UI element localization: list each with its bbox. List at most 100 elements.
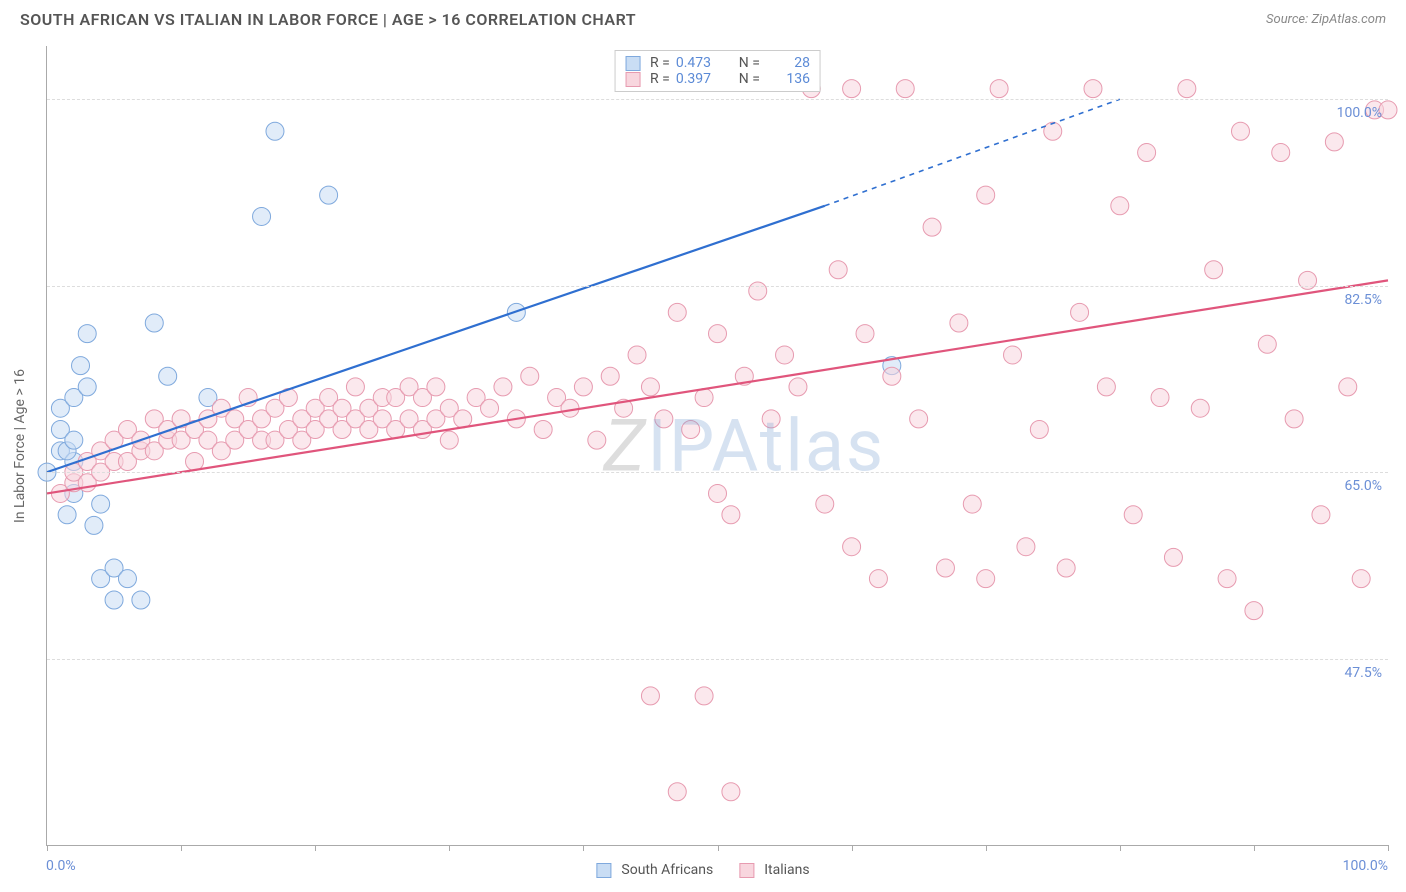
- italians-point: [588, 431, 606, 449]
- italians-point: [1339, 378, 1357, 396]
- legend-label-italians: Italians: [764, 862, 809, 878]
- south_africans-point: [253, 207, 271, 225]
- r-label: R =: [650, 55, 670, 71]
- y-tick-label: 47.5%: [1344, 665, 1382, 681]
- italians-point: [1272, 144, 1290, 162]
- legend-stat-row-south_africans: R = 0.473 N = 28: [625, 55, 810, 71]
- italians-point: [1004, 346, 1022, 364]
- y-tick-label: 100.0%: [1337, 105, 1382, 121]
- n-label: N =: [739, 71, 760, 87]
- south_africans-point: [145, 314, 163, 332]
- chart-area: ZIPAtlas R = 0.473 N = 28R = 0.397 N = 1…: [46, 46, 1388, 846]
- r-value-italians: 0.397: [676, 71, 720, 87]
- south_africans-point: [78, 378, 96, 396]
- italians-point: [923, 218, 941, 236]
- italians-point: [1044, 122, 1062, 140]
- italians-point: [1151, 389, 1169, 407]
- italians-point: [816, 495, 834, 513]
- italians-point: [722, 783, 740, 801]
- south_africans-point: [118, 570, 136, 588]
- italians-point: [1138, 144, 1156, 162]
- italians-point: [427, 378, 445, 396]
- south_africans-point: [105, 591, 123, 609]
- italians-point: [1164, 548, 1182, 566]
- legend-stats: R = 0.473 N = 28R = 0.397 N = 136: [614, 50, 821, 92]
- italians-point: [1245, 602, 1263, 620]
- legend-item-south_africans: South Africans: [596, 862, 713, 878]
- legend-series: South Africans Italians: [596, 862, 809, 878]
- italians-point: [186, 452, 204, 470]
- x-tick: [583, 845, 584, 851]
- italians-point: [346, 378, 364, 396]
- south_africans-point: [92, 495, 110, 513]
- italians-trendline: [47, 280, 1388, 493]
- italians-point: [1191, 399, 1209, 417]
- italians-point: [990, 80, 1008, 98]
- italians-point: [762, 410, 780, 428]
- x-tick: [47, 845, 48, 851]
- gridline: [47, 659, 1388, 660]
- x-tick: [718, 845, 719, 851]
- italians-point: [628, 346, 646, 364]
- italians-point: [977, 186, 995, 204]
- r-value-south_africans: 0.473: [676, 55, 720, 71]
- italians-point: [1084, 80, 1102, 98]
- legend-stat-row-italians: R = 0.397 N = 136: [625, 71, 810, 87]
- x-axis-max-label: 100.0%: [1343, 858, 1388, 874]
- swatch-south_africans: [625, 56, 640, 71]
- italians-point: [641, 687, 659, 705]
- italians-point: [950, 314, 968, 332]
- south_africans-point: [85, 516, 103, 534]
- italians-point: [641, 378, 659, 396]
- italians-point: [454, 410, 472, 428]
- r-label: R =: [650, 71, 670, 87]
- south_africans-point: [266, 122, 284, 140]
- italians-point: [1285, 410, 1303, 428]
- south_africans-point: [65, 431, 83, 449]
- x-tick: [852, 845, 853, 851]
- swatch-italians: [739, 863, 754, 878]
- italians-point: [655, 410, 673, 428]
- scatter-plot: [47, 46, 1388, 845]
- legend-item-italians: Italians: [739, 862, 809, 878]
- italians-point: [829, 261, 847, 279]
- italians-point: [601, 367, 619, 385]
- south_africans-point: [132, 591, 150, 609]
- x-tick: [181, 845, 182, 851]
- south_africans-point: [320, 186, 338, 204]
- legend-label-south_africans: South Africans: [621, 862, 713, 878]
- italians-point: [1030, 421, 1048, 439]
- italians-point: [709, 325, 727, 343]
- italians-point: [722, 506, 740, 524]
- x-tick: [449, 845, 450, 851]
- source-credit: Source: ZipAtlas.com: [1266, 12, 1386, 27]
- y-axis-title: In Labor Force | Age > 16: [12, 369, 28, 523]
- italians-point: [1111, 197, 1129, 215]
- italians-point: [869, 570, 887, 588]
- south_africans-point: [78, 325, 96, 343]
- italians-point: [789, 378, 807, 396]
- italians-point: [709, 484, 727, 502]
- swatch-south_africans: [596, 863, 611, 878]
- y-tick-label: 82.5%: [1344, 292, 1382, 308]
- italians-point: [910, 410, 928, 428]
- italians-point: [977, 570, 995, 588]
- italians-point: [1057, 559, 1075, 577]
- italians-point: [481, 399, 499, 417]
- italians-point: [1231, 122, 1249, 140]
- x-tick: [1120, 845, 1121, 851]
- italians-point: [1178, 80, 1196, 98]
- x-tick: [1254, 845, 1255, 851]
- south_africans-point: [72, 357, 90, 375]
- italians-point: [534, 421, 552, 439]
- south_africans-trendline-extrapolated: [825, 99, 1120, 206]
- italians-point: [1205, 261, 1223, 279]
- italians-point: [1017, 538, 1035, 556]
- south_africans-point: [58, 506, 76, 524]
- italians-point: [856, 325, 874, 343]
- italians-point: [574, 378, 592, 396]
- italians-point: [695, 389, 713, 407]
- chart-title: SOUTH AFRICAN VS ITALIAN IN LABOR FORCE …: [20, 10, 636, 29]
- x-tick: [986, 845, 987, 851]
- italians-point: [668, 303, 686, 321]
